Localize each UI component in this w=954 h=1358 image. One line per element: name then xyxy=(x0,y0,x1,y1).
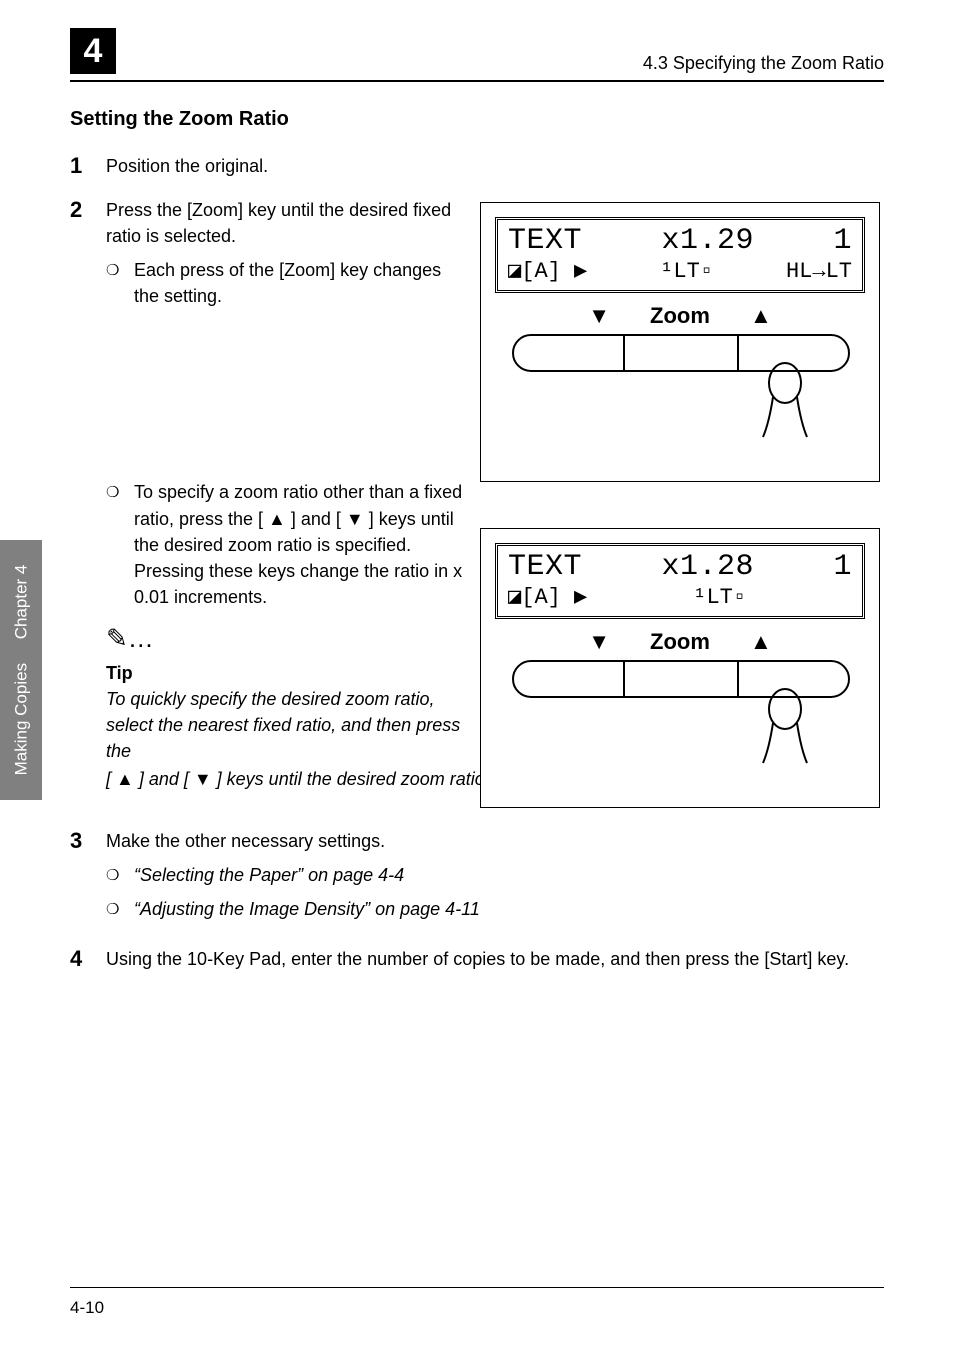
zoom-label: Zoom xyxy=(650,629,710,655)
step-1: 1 Position the original. xyxy=(70,153,884,179)
step-4: 4 Using the 10-Key Pad, enter the number… xyxy=(70,946,884,972)
zoom-control: ▼ Zoom ▲ xyxy=(511,629,849,701)
footer: 4-10 xyxy=(70,1287,884,1318)
zoom-control: ▼ Zoom ▲ xyxy=(511,303,849,375)
bullet: ❍ “Selecting the Paper” on page 4-4 xyxy=(106,862,884,888)
bullet-icon: ❍ xyxy=(106,257,134,309)
lcd-paper: ¹LT▫ xyxy=(693,585,746,610)
step-text: Press the [Zoom] key until the desired f… xyxy=(106,197,466,249)
xref-link[interactable]: “Selecting the Paper” on page 4-4 xyxy=(134,862,884,888)
lcd-screen: TEXT x1.28 1 ◪[A] ▶ ¹LT▫ xyxy=(495,543,865,619)
bullet-icon: ❍ xyxy=(106,479,134,609)
lcd-size: HL→LT xyxy=(786,259,852,284)
down-arrow-icon: ▼ xyxy=(588,629,610,655)
lcd-copies: 1 xyxy=(833,224,852,258)
bullet-text: Each press of the [Zoom] key changes the… xyxy=(134,257,466,309)
section-title: Setting the Zoom Ratio xyxy=(70,108,884,131)
chapter-number: 4 xyxy=(70,28,116,74)
figure-zoom-2: TEXT x1.28 1 ◪[A] ▶ ¹LT▫ ▼ Zoom ▲ xyxy=(480,528,880,808)
header: 4 4.3 Specifying the Zoom Ratio xyxy=(70,28,884,82)
figure-zoom-1: TEXT x1.29 1 ◪[A] ▶ ¹LT▫ HL→LT ▼ Zoom ▲ xyxy=(480,202,880,482)
step-num: 4 xyxy=(70,946,106,972)
bullet: ❍ Each press of the [Zoom] key changes t… xyxy=(106,257,466,309)
page: Making Copies Chapter 4 4 4.3 Specifying… xyxy=(0,0,954,1358)
breadcrumb: 4.3 Specifying the Zoom Ratio xyxy=(643,53,884,74)
lcd-tray: ◪[A] ▶ xyxy=(508,584,587,610)
lcd-paper: ¹LT▫ xyxy=(660,259,713,284)
step-text: Make the other necessary settings. xyxy=(106,828,884,854)
down-arrow-icon: ▼ xyxy=(588,303,610,329)
side-tab: Making Copies Chapter 4 xyxy=(0,540,42,800)
page-number: 4-10 xyxy=(70,1298,104,1317)
tip-icon: ✎… xyxy=(106,620,466,658)
side-tab-text: Making Copies Chapter 4 xyxy=(11,565,31,776)
up-arrow-icon: ▲ xyxy=(750,303,772,329)
bullet-icon: ❍ xyxy=(106,862,134,888)
bullet: ❍ To specify a zoom ratio other than a f… xyxy=(106,479,466,609)
step-num: 1 xyxy=(70,153,106,179)
zoom-label: Zoom xyxy=(650,303,710,329)
side-tab-line1: Making Copies xyxy=(11,663,30,775)
tip-body: To quickly specify the desired zoom rati… xyxy=(106,686,466,764)
up-arrow-icon: ▲ xyxy=(750,629,772,655)
step-num: 2 xyxy=(70,197,106,315)
side-tab-line2: Chapter 4 xyxy=(11,565,30,640)
bullet: ❍ “Adjusting the Image Density” on page … xyxy=(106,896,884,922)
bullet-icon: ❍ xyxy=(106,896,134,922)
zoom-button-pill xyxy=(511,333,849,375)
lcd-text: TEXT xyxy=(508,550,582,584)
step-3: 3 Make the other necessary settings. ❍ “… xyxy=(70,828,884,928)
lcd-zoom-value: x1.28 xyxy=(661,550,754,584)
step-num: 3 xyxy=(70,828,106,928)
step-body: Make the other necessary settings. ❍ “Se… xyxy=(106,828,884,928)
tip-label: Tip xyxy=(106,660,466,686)
lcd-zoom-value: x1.29 xyxy=(661,224,754,258)
step-num-blank xyxy=(70,471,106,792)
step-body: Using the 10-Key Pad, enter the number o… xyxy=(106,946,884,972)
zoom-button-pill xyxy=(511,659,849,701)
lcd-copies: 1 xyxy=(833,550,852,584)
bullet-text: To specify a zoom ratio other than a fix… xyxy=(134,479,466,609)
lcd-text: TEXT xyxy=(508,224,582,258)
lcd-screen: TEXT x1.29 1 ◪[A] ▶ ¹LT▫ HL→LT xyxy=(495,217,865,293)
lcd-tray: ◪[A] ▶ xyxy=(508,258,587,284)
xref-link[interactable]: “Adjusting the Image Density” on page 4-… xyxy=(134,896,884,922)
step-body: Position the original. xyxy=(106,153,884,179)
